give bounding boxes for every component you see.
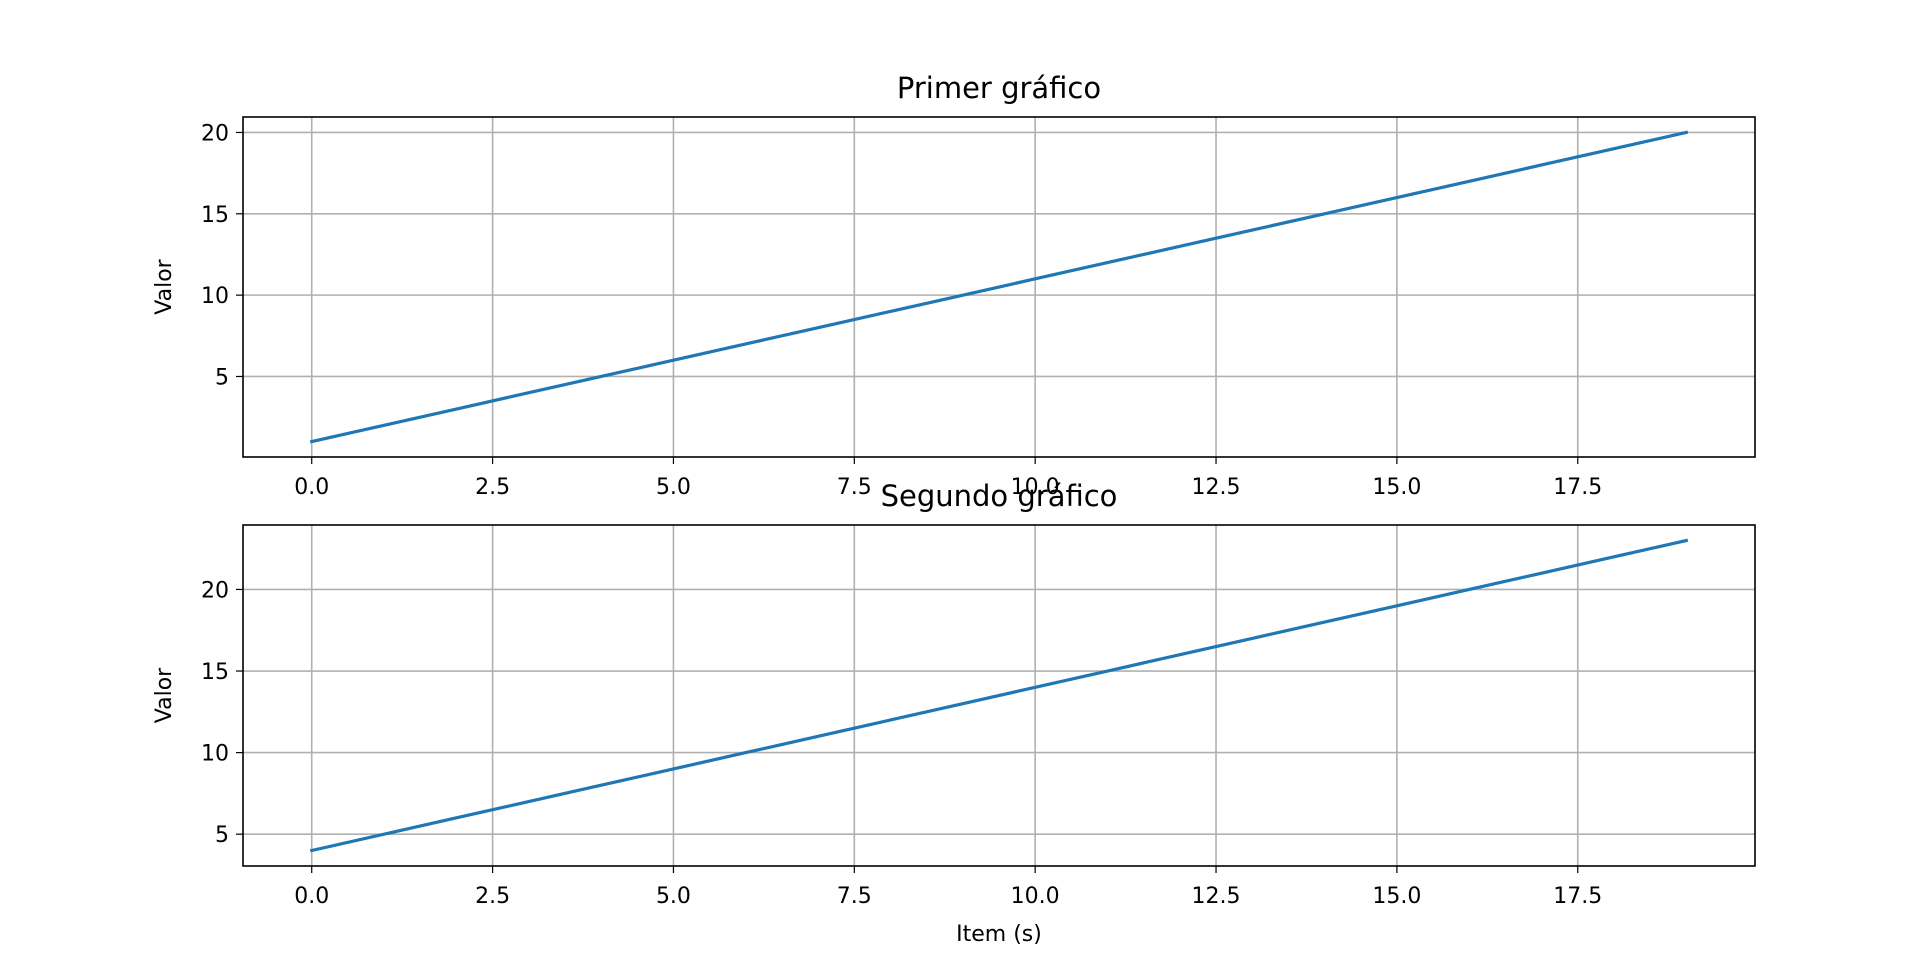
subplot-2-frame xyxy=(242,524,1756,867)
subplot-2-xtick-label: 0.0 xyxy=(294,884,329,909)
subplot-2-ytick-label: 20 xyxy=(201,578,229,603)
subplot-1-series xyxy=(309,130,1689,444)
subplot-2-xtick-label: 5.0 xyxy=(656,884,691,909)
subplot-2-series xyxy=(309,538,1689,853)
subplot-2-yticks: 5 10 15 20 xyxy=(201,578,243,848)
subplot-1-title: Primer gráfico xyxy=(897,71,1101,105)
subplot-2-ytick-label: 10 xyxy=(201,742,229,767)
subplot-2-xtick-label: 15.0 xyxy=(1372,884,1421,909)
subplot-2-xtick-label: 7.5 xyxy=(837,884,872,909)
subplot-2: 0.0 2.5 5.0 7.5 10.0 12.5 15.0 17.5 5 10 15 20 Seg… xyxy=(152,479,1756,947)
subplot-1-grid xyxy=(243,117,1755,457)
subplot-2-xticks: 0.0 2.5 5.0 7.5 10.0 12.5 15.0 17.5 xyxy=(294,866,1602,909)
subplot-1-xtick-label: 17.5 xyxy=(1553,475,1602,500)
subplot-1-xticks: 0.0 2.5 5.0 7.5 10.0 12.5 15.0 17.5 xyxy=(294,457,1602,500)
subplot-1-ytick-label: 10 xyxy=(201,284,229,309)
subplot-1-xtick-label: 0.0 xyxy=(294,475,329,500)
subplot-1-xtick-label: 2.5 xyxy=(475,475,510,500)
subplot-2-ylabel: Valor xyxy=(152,667,177,723)
subplot-1-frame xyxy=(242,116,1756,458)
subplot-1-xtick-label: 5.0 xyxy=(656,475,691,500)
subplot-2-xtick-label: 2.5 xyxy=(475,884,510,909)
subplot-1-ytick-label: 20 xyxy=(201,121,229,146)
subplot-1-xtick-label: 10.0 xyxy=(1011,475,1060,500)
subplot-2-grid xyxy=(243,525,1755,866)
subplot-1-ylabel: Valor xyxy=(152,258,177,314)
subplot-1-xtick-label: 15.0 xyxy=(1372,475,1421,500)
subplot-2-ytick-label: 5 xyxy=(215,823,229,848)
subplot-2-series-line-1 xyxy=(309,538,1689,853)
subplot-2-xlabel: Item (s) xyxy=(956,922,1042,947)
subplot-2-ytick-label: 15 xyxy=(201,660,229,685)
subplot-1-ytick-label: 5 xyxy=(215,365,229,390)
subplot-1: 0.0 2.5 5.0 7.5 10.0 12.5 15.0 17.5 5 10 15 20 Pri… xyxy=(152,71,1756,500)
subplot-1-series-line-1 xyxy=(309,130,1689,444)
subplot-1-yticks: 5 10 15 20 xyxy=(201,121,243,390)
subplot-2-xtick-label: 12.5 xyxy=(1192,884,1241,909)
subplot-2-title: Segundo gráfico xyxy=(881,479,1118,513)
subplot-1-ytick-label: 15 xyxy=(201,203,229,228)
subplot-1-xtick-label: 12.5 xyxy=(1192,475,1241,500)
subplot-1-xtick-label: 7.5 xyxy=(837,475,872,500)
subplot-2-xtick-label: 10.0 xyxy=(1011,884,1060,909)
subplot-2-xtick-label: 17.5 xyxy=(1553,884,1602,909)
